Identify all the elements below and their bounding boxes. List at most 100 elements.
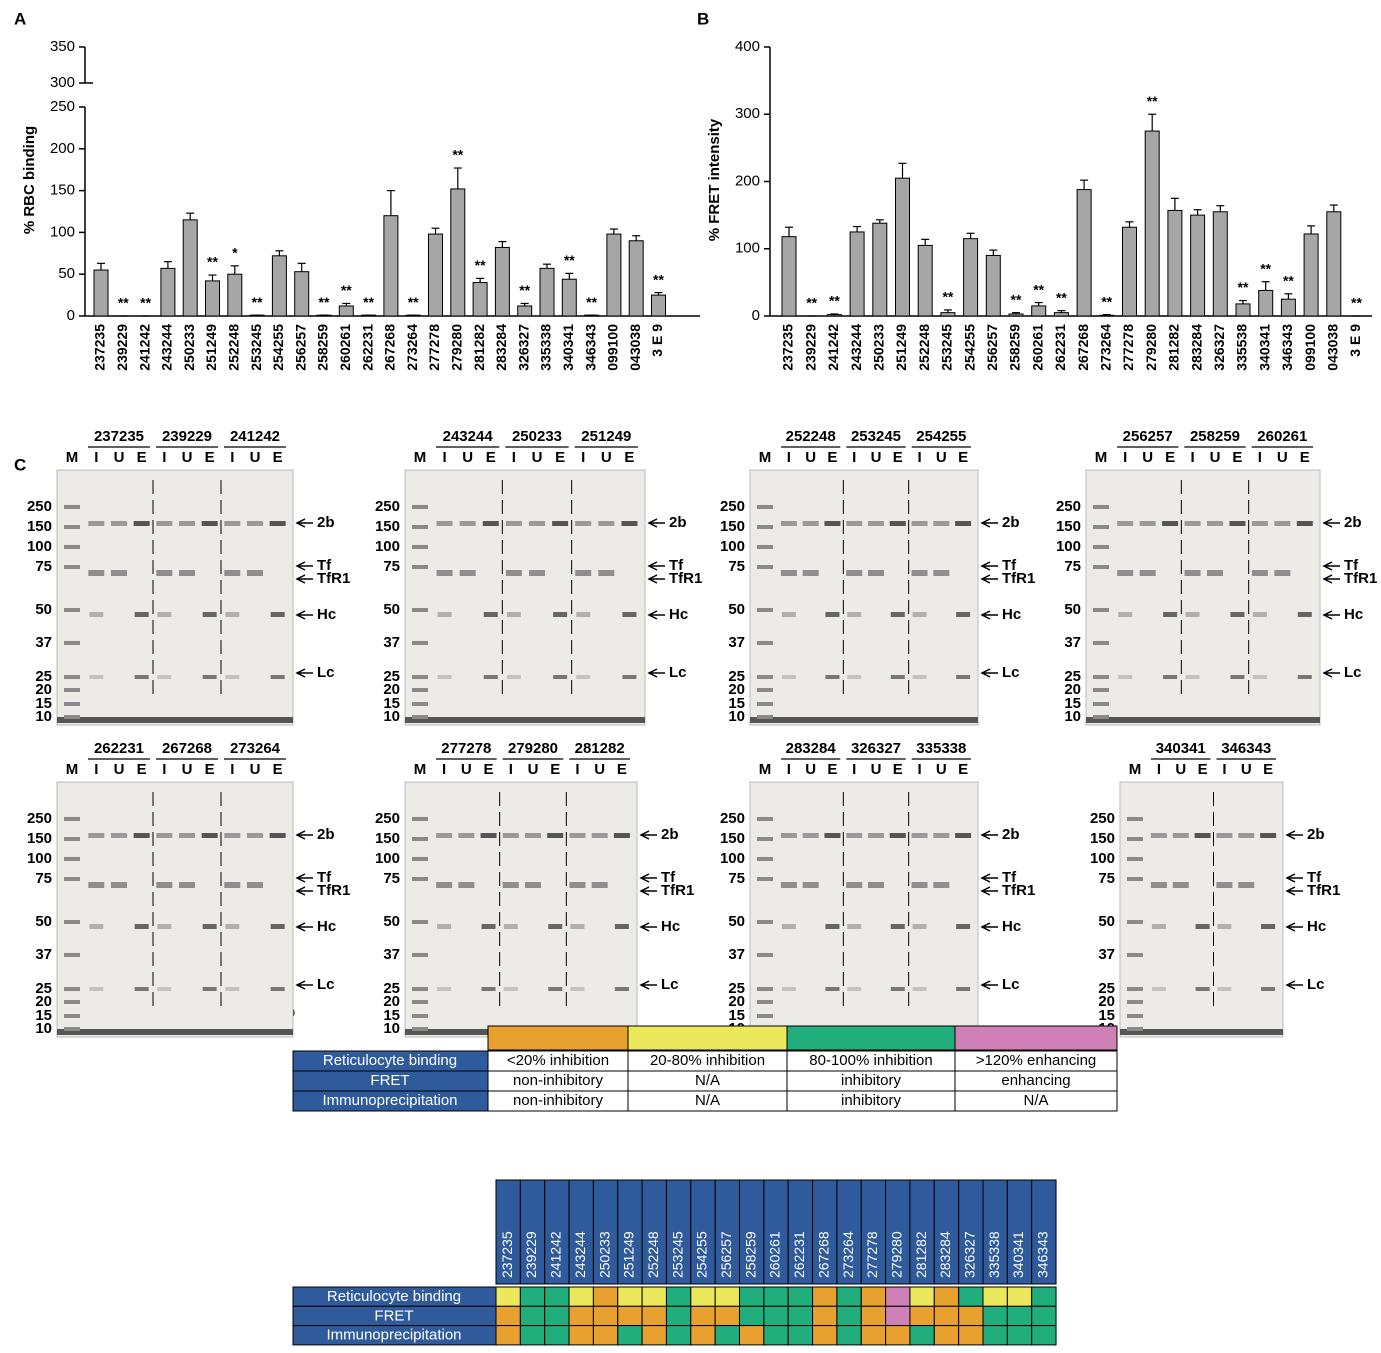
marker-label: 37 — [728, 946, 745, 963]
ladder-band — [757, 877, 773, 881]
heat-cell — [520, 1287, 544, 1306]
gel-band — [891, 924, 905, 929]
gel-band — [224, 833, 240, 838]
marker-label: 10 — [1064, 708, 1081, 725]
gel-band — [157, 987, 171, 991]
heat-cell — [959, 1326, 983, 1345]
legend-text: <20% inhibition — [507, 1052, 609, 1069]
band-arrow — [297, 981, 313, 989]
x-tick-label: 251249 — [893, 324, 909, 371]
significance: ** — [1033, 281, 1044, 297]
lane-label: E — [827, 761, 837, 778]
gel-band — [225, 924, 239, 929]
x-tick-label: 099100 — [1302, 324, 1318, 371]
gel-band — [525, 833, 541, 838]
gel-band — [890, 833, 906, 838]
column-header: 241242 — [548, 1231, 564, 1278]
gel-band — [781, 570, 797, 576]
column-header: 340341 — [1010, 1231, 1026, 1278]
band-label: Hc — [1002, 918, 1021, 935]
lane-label: E — [137, 761, 147, 778]
heat-cell — [983, 1287, 1007, 1306]
bar — [206, 281, 220, 316]
column-header: 251249 — [621, 1231, 637, 1278]
ladder-band — [757, 545, 773, 549]
gel-band — [933, 521, 949, 526]
gel-band — [1207, 570, 1223, 576]
ladder-band — [757, 505, 773, 509]
gel-band — [1216, 833, 1232, 838]
band-arrow — [1324, 611, 1340, 619]
marker-label: 150 — [27, 518, 52, 535]
gel-band — [271, 612, 285, 617]
gel-band — [1217, 924, 1231, 929]
gel-band — [912, 833, 928, 838]
gel-band — [135, 612, 149, 617]
x-tick-label: 043038 — [1325, 324, 1341, 371]
ladder-band — [412, 641, 428, 645]
x-tick-label: 281282 — [1166, 324, 1182, 371]
gel-band — [1173, 833, 1189, 838]
band-arrow — [641, 981, 657, 989]
bar — [540, 268, 554, 316]
bar — [1100, 315, 1114, 316]
marker-label: 50 — [1098, 913, 1115, 930]
column-header: 252248 — [645, 1231, 661, 1278]
lane-label: I — [917, 761, 921, 778]
gel-band — [933, 570, 949, 576]
lane-label: M — [414, 449, 427, 466]
bar — [495, 247, 509, 316]
lane-label: I — [509, 761, 513, 778]
gel-band — [483, 521, 499, 526]
gel-band — [782, 675, 796, 679]
gel-band — [825, 924, 839, 929]
ladder-band — [412, 1014, 428, 1018]
significance: ** — [1238, 279, 1249, 295]
gel-band — [621, 521, 637, 526]
lane-label: U — [871, 761, 882, 778]
gel-band — [111, 833, 127, 838]
gel-band — [846, 833, 862, 838]
heat-cell — [715, 1306, 739, 1325]
band-label: Lc — [1307, 976, 1325, 993]
marker-label: 100 — [375, 538, 400, 555]
gel-band — [438, 612, 452, 617]
band-arrow — [1287, 831, 1303, 839]
heat-cell — [545, 1287, 569, 1306]
gel-band — [156, 521, 172, 526]
legend-swatch — [488, 1026, 628, 1050]
gel-band — [553, 675, 567, 679]
gel-band — [111, 570, 127, 576]
band-arrow — [649, 562, 665, 570]
x-tick-label: 273264 — [404, 324, 420, 371]
x-tick-label: 283284 — [493, 324, 509, 371]
x-tick-label: 346343 — [582, 324, 598, 371]
marker-label: 10 — [383, 1020, 400, 1037]
gel-band — [1117, 521, 1133, 526]
lane-label: I — [230, 449, 234, 466]
band-label: TfR1 — [1002, 570, 1035, 587]
group-label: 260261 — [1257, 428, 1307, 445]
x-tick-label: 340341 — [1256, 324, 1272, 371]
band-label: Hc — [669, 606, 688, 623]
x-tick-label: 250233 — [181, 324, 197, 371]
heat-cell — [691, 1306, 715, 1325]
marker-label: 100 — [1090, 850, 1115, 867]
x-tick-label: 252248 — [226, 324, 242, 371]
ladder-band — [757, 641, 773, 645]
x-tick-label: 346343 — [1279, 324, 1295, 371]
legend-text: non-inhibitory — [513, 1072, 604, 1089]
marker-label: 50 — [728, 913, 745, 930]
marker-label: 150 — [720, 830, 745, 847]
ladder-band — [412, 688, 428, 692]
heat-cell — [788, 1287, 812, 1306]
gel-band — [482, 924, 496, 929]
gel-band — [89, 987, 103, 991]
gel-band — [438, 675, 452, 679]
bar — [629, 241, 643, 316]
x-tick-label: 239229 — [802, 324, 818, 371]
band-arrow — [982, 611, 998, 619]
column-header: 253245 — [669, 1231, 685, 1278]
bar — [782, 237, 796, 316]
gel-band — [1140, 570, 1156, 576]
